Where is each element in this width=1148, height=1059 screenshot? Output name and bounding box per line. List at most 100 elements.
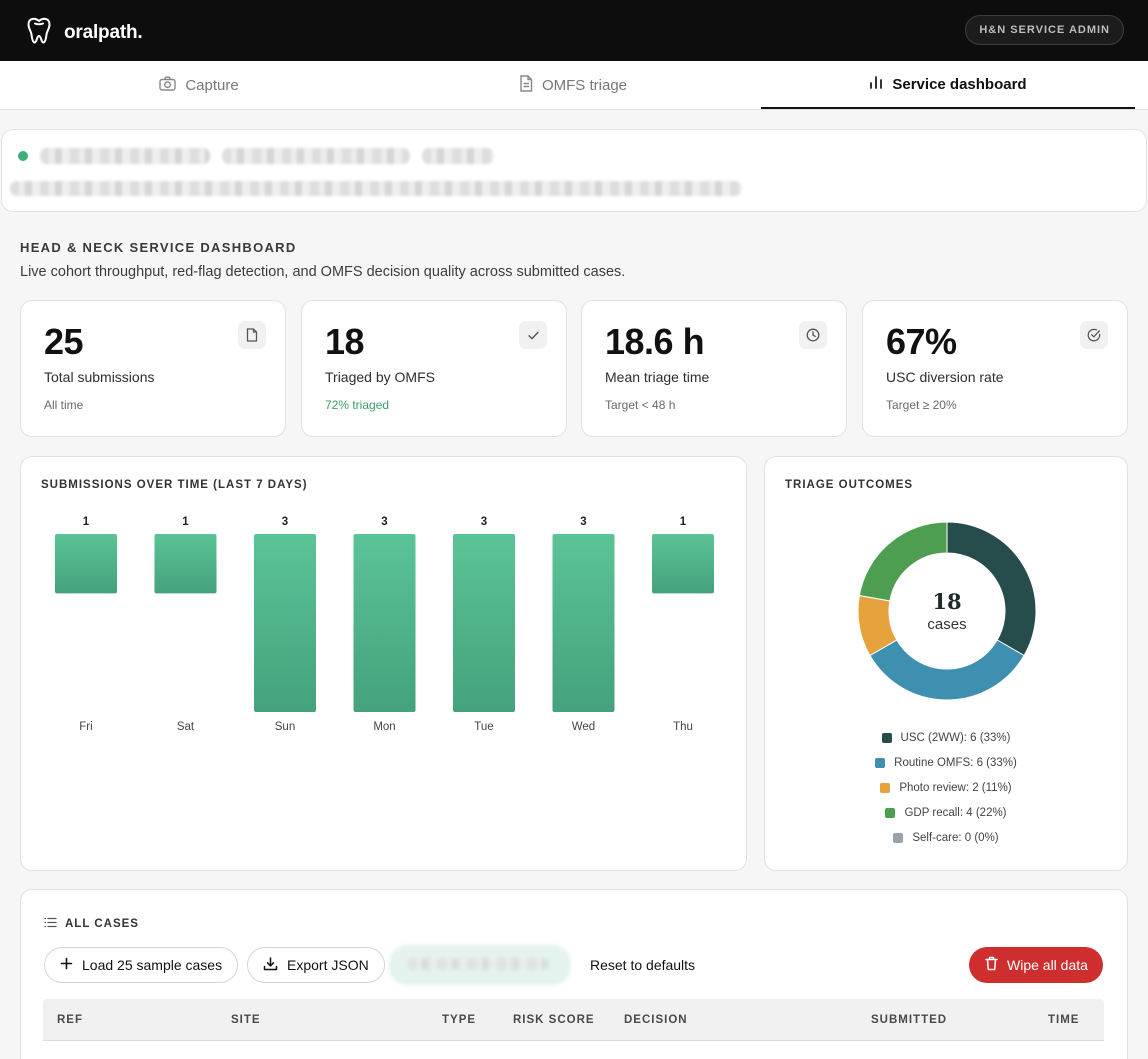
donut-center-label: cases	[927, 616, 967, 633]
list-icon	[44, 917, 57, 931]
triage-outcomes-donut	[857, 521, 1037, 701]
button-label: Reset to defaults	[590, 957, 696, 973]
legend-swatch	[881, 732, 892, 743]
panel-title: SUBMISSIONS OVER TIME (LAST 7 DAYS)	[41, 479, 308, 491]
column-header-site[interactable]: SITE	[231, 1014, 261, 1026]
column-header-risk-score[interactable]: RISK SCORE	[513, 1014, 595, 1026]
x-axis-tick-label: Mon	[373, 721, 395, 733]
download-icon	[263, 956, 278, 974]
legend-swatch	[875, 757, 886, 768]
tab-label: OMFS triage	[541, 76, 628, 94]
bar-value-label: 1	[680, 516, 687, 528]
donut-wrapper: 18 cases	[857, 521, 1037, 701]
reset-defaults-button[interactable]: Reset to defaults	[584, 947, 701, 983]
brand-name: oralpath.	[64, 21, 143, 43]
bar-mon[interactable]	[353, 534, 416, 712]
kpi-value: 18.6 h	[605, 321, 705, 362]
legend-swatch	[880, 782, 891, 793]
redacted-text	[40, 148, 210, 164]
kpi-note: 72% triaged	[325, 398, 390, 412]
bar-wed[interactable]	[552, 534, 615, 712]
kpi-label: Triaged by OMFS	[325, 369, 435, 385]
bar-thu[interactable]	[652, 534, 714, 594]
redacted-text	[422, 148, 494, 164]
tab-label: Service dashboard	[892, 75, 1027, 93]
donut-slice-3[interactable]	[858, 521, 948, 602]
submissions-bar-chart: 1 Fri 1 Sat 3 Sun 3 Mon 3 Tue 3 Wed 1 Thu	[55, 516, 714, 733]
legend-item[interactable]: USC (2WW): 6 (33%)	[765, 725, 1127, 750]
wipe-all-data-button[interactable]: Wipe all data	[969, 947, 1103, 983]
legend-label: Photo review: 2 (11%)	[899, 781, 1012, 794]
admin-role-badge[interactable]: H&N SERVICE ADMIN	[965, 15, 1124, 45]
load-sample-cases-button[interactable]: Load 25 sample cases	[44, 947, 239, 983]
kpi-card-total-submissions: 25 Total submissions All time	[20, 300, 286, 437]
trash-icon	[985, 956, 998, 974]
column-header-time[interactable]: TIME	[1048, 1014, 1080, 1026]
kpi-value: 25	[44, 321, 84, 362]
bar-tue[interactable]	[453, 534, 515, 712]
x-axis-tick-label: Sat	[177, 721, 195, 733]
main-tabs: Capture OMFS triage Service dashboard	[0, 61, 1148, 110]
document-icon	[238, 321, 266, 349]
clock-icon	[799, 321, 827, 349]
donut-center-value: 18	[932, 589, 962, 614]
legend-item[interactable]: GDP recall: 4 (22%)	[765, 801, 1127, 826]
bar-fri[interactable]	[55, 534, 117, 594]
kpi-card-usc-diversion: 67% USC diversion rate Target ≥ 20%	[862, 300, 1128, 437]
legend-item[interactable]: Photo review: 2 (11%)	[765, 775, 1127, 800]
plus-icon	[60, 957, 73, 973]
kpi-label: Mean triage time	[605, 369, 710, 385]
all-cases-panel: ALL CASES Load 25 sample cases Export JS…	[20, 889, 1128, 1059]
check-circle-icon	[1080, 321, 1108, 349]
legend-swatch	[893, 833, 904, 844]
legend-label: USC (2WW): 6 (33%)	[900, 731, 1011, 744]
bar-value-label: 3	[481, 516, 487, 528]
page-subtitle: Live cohort throughput, red-flag detecti…	[20, 264, 626, 280]
x-axis-tick-label: Sun	[275, 721, 295, 733]
tab-service-dashboard[interactable]: Service dashboard	[761, 61, 1135, 109]
legend-label: GDP recall: 4 (22%)	[904, 807, 1007, 820]
kpi-label: USC diversion rate	[886, 369, 1004, 385]
button-label: Wipe all data	[1007, 957, 1088, 973]
legend-item[interactable]: Routine OMFS: 6 (33%)	[765, 750, 1127, 775]
x-axis-tick-label: Thu	[673, 721, 693, 733]
section-label: ALL CASES	[65, 918, 139, 930]
kpi-value: 67%	[886, 321, 957, 362]
button-label: Load 25 sample cases	[82, 957, 223, 973]
kpi-label: Total submissions	[44, 369, 155, 385]
legend-swatch	[885, 808, 896, 819]
kpi-card-triaged: 18 Triaged by OMFS 72% triaged	[301, 300, 567, 437]
cases-table-header: REF SITE TYPE RISK SCORE DECISION SUBMIT…	[43, 999, 1104, 1041]
bar-sat[interactable]	[154, 534, 217, 594]
submissions-chart-panel: SUBMISSIONS OVER TIME (LAST 7 DAYS) 1 Fri…	[20, 456, 747, 871]
status-dot	[18, 151, 28, 161]
triage-outcomes-panel: TRIAGE OUTCOMES 18 cases USC (2WW): 6 (3…	[764, 456, 1128, 871]
redacted-status-banner	[1, 129, 1147, 212]
kpi-note: Target ≥ 20%	[886, 398, 957, 412]
legend-item[interactable]: Self-care: 0 (0%)	[765, 826, 1127, 851]
export-json-button[interactable]: Export JSON	[247, 947, 385, 983]
column-header-ref[interactable]: REF	[57, 1014, 83, 1026]
check-icon	[519, 321, 547, 349]
x-axis-tick-label: Wed	[572, 721, 595, 733]
button-label: Export JSON	[287, 957, 369, 973]
kpi-note: All time	[44, 398, 84, 412]
x-axis-tick-label: Fri	[79, 721, 92, 733]
bar-value-label: 3	[282, 516, 288, 528]
kpi-note: Target < 48 h	[605, 398, 676, 412]
tab-capture[interactable]: Capture	[12, 61, 386, 109]
column-header-decision[interactable]: DECISION	[624, 1014, 688, 1026]
redacted-text	[10, 181, 742, 196]
redacted-button[interactable]	[389, 945, 571, 985]
tab-omfs-triage[interactable]: OMFS triage	[386, 61, 760, 109]
donut-slice-1[interactable]	[869, 639, 1025, 701]
tab-label: Capture	[185, 76, 239, 94]
column-header-type[interactable]: TYPE	[442, 1014, 477, 1026]
logo[interactable]: oralpath.	[26, 16, 143, 49]
bar-sun[interactable]	[254, 534, 316, 712]
donut-legend: USC (2WW): 6 (33%) Routine OMFS: 6 (33%) P…	[765, 725, 1127, 851]
column-header-submitted[interactable]: SUBMITTED	[871, 1014, 948, 1026]
page-title: HEAD & NECK SERVICE DASHBOARD	[20, 240, 297, 255]
all-cases-heading: ALL CASES	[44, 917, 139, 931]
bar-value-label: 1	[83, 516, 90, 528]
